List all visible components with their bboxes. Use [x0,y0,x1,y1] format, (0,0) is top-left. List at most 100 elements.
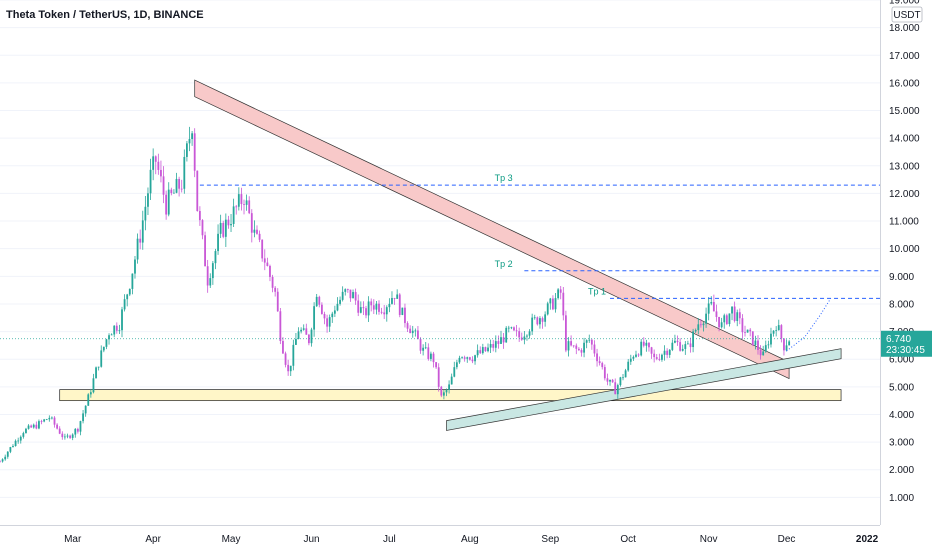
candle[interactable] [245,194,248,211]
candle[interactable] [668,348,671,358]
candle[interactable] [494,335,497,353]
candle[interactable] [500,330,502,344]
candle[interactable] [606,373,609,386]
candle[interactable] [141,210,144,250]
candle[interactable] [466,356,469,363]
candle[interactable] [367,296,370,322]
candle[interactable] [393,297,396,305]
candle[interactable] [409,325,412,334]
candle[interactable] [243,199,245,215]
candle[interactable] [442,389,445,400]
candle[interactable] [684,341,687,355]
candle[interactable] [206,259,209,293]
candle[interactable] [767,340,770,349]
candle[interactable] [422,344,425,356]
candle[interactable] [705,307,707,328]
candle[interactable] [601,361,604,370]
candle[interactable] [463,355,466,362]
candle[interactable] [139,229,142,250]
candle[interactable] [658,353,661,362]
candle[interactable] [235,204,238,215]
candle[interactable] [97,366,100,371]
candle[interactable] [300,327,303,334]
candle[interactable] [302,324,305,331]
candle[interactable] [723,313,726,329]
candle[interactable] [567,337,570,357]
candle[interactable] [707,297,710,321]
candle[interactable] [398,293,401,318]
candle[interactable] [489,339,492,353]
candle[interactable] [310,327,313,347]
candle[interactable] [785,339,788,352]
candle[interactable] [123,294,126,312]
candle[interactable] [0,460,1,463]
candle[interactable] [346,288,349,293]
candle[interactable] [375,301,378,315]
candle[interactable] [624,368,627,378]
candle[interactable] [198,206,201,226]
candle[interactable] [650,346,653,359]
candle[interactable] [214,248,217,270]
candle[interactable] [185,141,188,162]
candle[interactable] [653,349,656,363]
candle[interactable] [336,297,339,312]
candle[interactable] [533,314,536,320]
candle[interactable] [323,311,326,325]
candle[interactable] [305,323,308,335]
candle[interactable] [772,330,775,337]
candle[interactable] [35,421,38,430]
candle[interactable] [762,345,765,356]
candle[interactable] [481,343,484,355]
candle[interactable] [53,416,56,428]
candle[interactable] [183,149,186,194]
candle[interactable] [38,419,40,430]
candle[interactable] [603,364,606,381]
candle[interactable] [380,307,383,315]
candle[interactable] [128,288,131,297]
candle[interactable] [224,213,227,247]
candle[interactable] [635,350,637,358]
candle[interactable] [385,305,388,322]
candle[interactable] [248,196,251,215]
candle[interactable] [715,304,718,322]
candle[interactable] [440,385,443,398]
candle[interactable] [679,338,682,352]
candle[interactable] [655,354,658,361]
candle[interactable] [559,286,562,300]
candle[interactable] [297,327,300,340]
candle[interactable] [697,318,700,335]
candle[interactable] [261,239,264,262]
candle[interactable] [43,418,46,423]
candle[interactable] [284,351,287,368]
candle[interactable] [295,333,297,346]
candle[interactable] [365,305,367,319]
candle[interactable] [115,322,118,334]
candle[interactable] [370,298,373,312]
candle[interactable] [134,255,136,279]
candle[interactable] [359,301,362,314]
candle[interactable] [468,356,471,361]
candle[interactable] [419,337,422,354]
candle[interactable] [725,313,728,326]
candle[interactable] [536,316,539,326]
candle[interactable] [518,327,521,342]
candle[interactable] [40,419,43,425]
candle[interactable] [505,326,508,343]
candle[interactable] [315,293,318,307]
candle[interactable] [692,328,695,353]
candle[interactable] [352,289,354,299]
candle[interactable] [751,331,754,347]
candle[interactable] [250,209,253,243]
resistance-channel[interactable] [194,79,790,380]
candle[interactable] [45,418,48,421]
candle[interactable] [642,337,645,348]
candle[interactable] [461,356,463,359]
candle[interactable] [510,326,513,330]
candle[interactable] [271,274,274,293]
candle[interactable] [66,433,69,439]
candle[interactable] [450,373,453,385]
candle[interactable] [204,231,206,267]
candle[interactable] [313,302,316,337]
candle[interactable] [126,293,129,307]
